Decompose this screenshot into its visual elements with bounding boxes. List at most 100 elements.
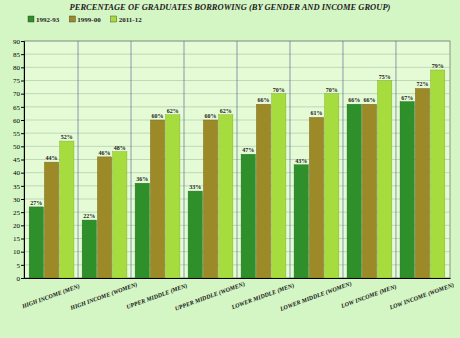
- y-tick: 20: [13, 222, 24, 230]
- y-tick: 50: [13, 143, 24, 151]
- legend-swatch: [28, 16, 34, 22]
- y-tick-mark: [21, 54, 24, 55]
- y-tick-mark: [21, 146, 24, 147]
- y-tick-label: 70: [13, 90, 21, 98]
- bar: [150, 120, 164, 278]
- y-tick: 75: [13, 77, 24, 85]
- y-tick-label: 55: [13, 130, 21, 138]
- legend-swatch: [111, 16, 117, 22]
- y-tick-mark: [21, 41, 24, 42]
- y-tick-label: 15: [13, 235, 21, 243]
- y-tick: 90: [13, 38, 24, 46]
- y-tick-mark: [21, 107, 24, 108]
- y-tick-mark: [21, 94, 24, 95]
- bar: [378, 81, 392, 279]
- y-tick-label: 30: [13, 196, 21, 204]
- y-tick-label: 60: [13, 117, 21, 125]
- y-tick-mark: [21, 186, 24, 187]
- y-tick-mark: [21, 278, 24, 279]
- data-label: 48%: [114, 145, 126, 151]
- y-tick-label: 65: [13, 104, 21, 112]
- y-tick-mark: [21, 212, 24, 213]
- bar: [347, 104, 361, 278]
- x-tick: LOW INCOME (WOMEN): [388, 278, 455, 312]
- data-label: 47%: [242, 147, 254, 153]
- y-tick: 85: [13, 51, 24, 59]
- bar: [188, 191, 202, 278]
- y-tick-mark: [21, 160, 24, 161]
- plot-area: [24, 41, 450, 278]
- separator: [237, 41, 238, 278]
- y-tick: 45: [13, 156, 24, 164]
- legend-label: 1999-00: [77, 16, 101, 24]
- data-labels: 27%22%36%33%47%43%66%67%44%46%60%60%66%6…: [30, 63, 443, 219]
- y-tick-label: 80: [13, 64, 21, 72]
- y-tick: 60: [13, 117, 24, 125]
- separator: [289, 41, 290, 278]
- y-tick-label: 50: [13, 143, 21, 151]
- chart-svg: 27%22%36%33%47%43%66%67%44%46%60%60%66%6…: [0, 0, 460, 338]
- y-tick: 80: [13, 64, 24, 72]
- data-label: 79%: [432, 63, 444, 69]
- y-axis-line: [21, 42, 25, 279]
- y-tick-label: 5: [17, 262, 21, 270]
- y-tick-mark: [21, 173, 24, 174]
- y-tick: 15: [13, 235, 24, 243]
- bar: [166, 115, 180, 278]
- y-tick: 40: [13, 169, 24, 177]
- y-axis: 051015202530354045505560657075808590: [13, 38, 25, 283]
- legend: 1992-93 1999-00 2011-12: [28, 16, 142, 24]
- bar: [431, 70, 445, 278]
- separator: [184, 41, 185, 278]
- y-tick: 30: [13, 196, 24, 204]
- separator: [78, 41, 79, 278]
- data-label: 44%: [46, 155, 58, 161]
- y-tick-label: 85: [13, 51, 21, 59]
- bar: [135, 183, 149, 278]
- y-tick: 65: [13, 104, 24, 112]
- bar: [44, 162, 58, 278]
- legend-item: 1999-00: [69, 16, 101, 24]
- data-label: 75%: [379, 74, 391, 80]
- plot: 27%22%36%33%47%43%66%67%44%46%60%60%66%6…: [13, 38, 455, 313]
- data-label: 70%: [326, 87, 338, 93]
- y-tick: 55: [13, 130, 24, 138]
- data-label: 66%: [363, 97, 375, 103]
- y-tick-mark: [21, 239, 24, 240]
- data-label: 43%: [295, 158, 307, 164]
- bar: [60, 141, 74, 278]
- y-tick-label: 40: [13, 169, 21, 177]
- bar: [203, 120, 217, 278]
- data-label: 67%: [401, 95, 413, 101]
- data-label: 33%: [189, 184, 201, 190]
- y-tick: 35: [13, 183, 24, 191]
- legend-item: 2011-12: [111, 16, 142, 24]
- y-tick-label: 45: [13, 156, 21, 164]
- y-tick: 70: [13, 90, 24, 98]
- legend-item: 1992-93: [28, 16, 60, 24]
- data-label: 36%: [136, 176, 148, 182]
- y-tick-mark: [21, 225, 24, 226]
- y-tick-label: 35: [13, 183, 21, 191]
- background: [0, 0, 460, 338]
- data-label: 62%: [220, 108, 232, 114]
- data-label: 46%: [99, 150, 111, 156]
- bar: [256, 104, 270, 278]
- legend-label: 1992-93: [36, 16, 60, 24]
- separator: [395, 41, 396, 278]
- y-tick-label: 20: [13, 222, 21, 230]
- separators: [78, 41, 396, 278]
- bar: [415, 88, 429, 278]
- bar: [309, 117, 323, 278]
- series: [44, 88, 429, 278]
- bar: [400, 102, 414, 278]
- bar: [219, 115, 233, 278]
- bars: [29, 70, 445, 278]
- bar: [113, 152, 127, 278]
- y-tick-mark: [21, 252, 24, 253]
- y-tick-mark: [21, 199, 24, 200]
- series: [29, 102, 414, 278]
- y-tick-label: 10: [13, 248, 21, 256]
- data-label: 60%: [205, 113, 217, 119]
- data-label: 62%: [167, 108, 179, 114]
